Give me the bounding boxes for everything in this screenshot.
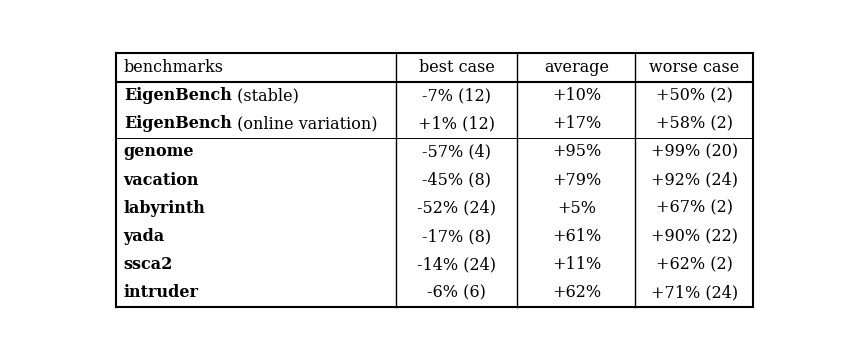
Text: +50% (2): +50% (2): [656, 87, 733, 104]
Text: +99% (20): +99% (20): [650, 143, 738, 160]
Text: +61%: +61%: [552, 228, 601, 245]
Text: vacation: vacation: [124, 172, 199, 189]
Text: +10%: +10%: [552, 87, 601, 104]
Text: -52% (24): -52% (24): [417, 200, 496, 217]
Text: +62% (2): +62% (2): [656, 256, 733, 273]
Text: +62%: +62%: [552, 284, 601, 301]
Text: +17%: +17%: [552, 115, 601, 132]
Text: +90% (22): +90% (22): [651, 228, 738, 245]
Text: -57% (4): -57% (4): [422, 143, 491, 160]
Text: EigenBench: EigenBench: [124, 87, 232, 104]
Text: benchmarks: benchmarks: [124, 59, 224, 76]
Text: +95%: +95%: [552, 143, 601, 160]
Text: +1% (12): +1% (12): [418, 115, 495, 132]
Text: +11%: +11%: [552, 256, 601, 273]
Text: (online variation): (online variation): [232, 115, 377, 132]
Text: +79%: +79%: [552, 172, 601, 189]
Text: best case: best case: [419, 59, 495, 76]
Text: -17% (8): -17% (8): [422, 228, 492, 245]
Text: +67% (2): +67% (2): [656, 200, 733, 217]
Text: labyrinth: labyrinth: [124, 200, 205, 217]
Text: -45% (8): -45% (8): [422, 172, 491, 189]
Text: yada: yada: [124, 228, 165, 245]
Text: +5%: +5%: [557, 200, 596, 217]
Text: EigenBench: EigenBench: [124, 115, 232, 132]
Text: -6% (6): -6% (6): [427, 284, 487, 301]
Text: +58% (2): +58% (2): [656, 115, 733, 132]
Text: worse case: worse case: [650, 59, 739, 76]
Text: intruder: intruder: [124, 284, 198, 301]
Text: average: average: [544, 59, 609, 76]
Text: genome: genome: [124, 143, 194, 160]
Text: -7% (12): -7% (12): [422, 87, 491, 104]
Text: +71% (24): +71% (24): [650, 284, 738, 301]
Text: -14% (24): -14% (24): [417, 256, 496, 273]
Text: (stable): (stable): [232, 87, 298, 104]
Text: ssca2: ssca2: [124, 256, 173, 273]
Text: +92% (24): +92% (24): [651, 172, 738, 189]
